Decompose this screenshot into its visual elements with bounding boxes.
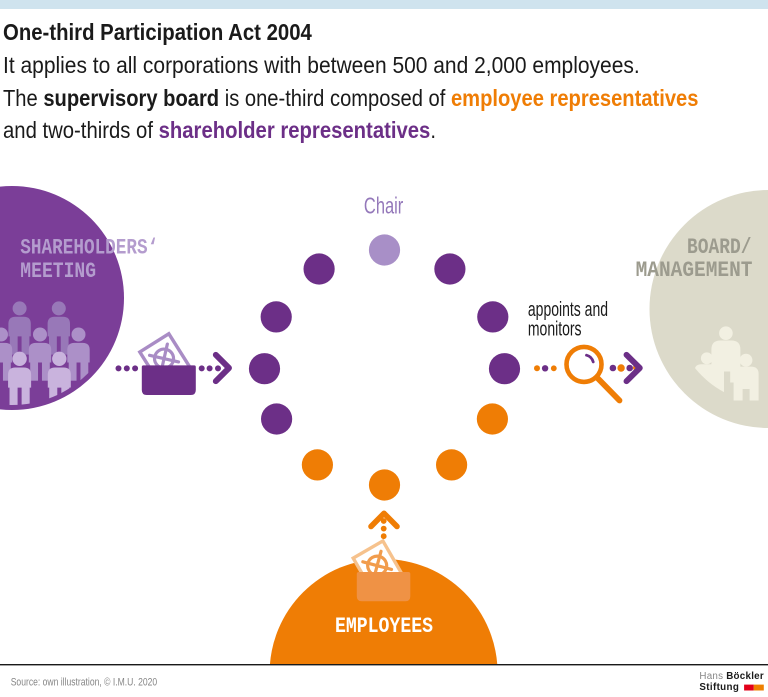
svg-text:Stiftung: Stiftung	[699, 682, 739, 693]
svg-text:BOARD/: BOARD/	[687, 235, 751, 260]
svg-text:SHAREHOLDERS‘: SHAREHOLDERS‘	[20, 235, 158, 260]
svg-text:monitors: monitors	[528, 317, 582, 340]
svg-text:appoints and: appoints and	[528, 297, 608, 320]
svg-text:EMPLOYEES: EMPLOYEES	[335, 614, 433, 639]
svg-text:MEETING: MEETING	[20, 259, 96, 284]
svg-text:Chair: Chair	[364, 194, 404, 219]
svg-text:MANAGEMENT: MANAGEMENT	[636, 259, 753, 283]
svg-text:Hans Böckler: Hans Böckler	[699, 671, 764, 682]
svg-text:Source: own illustration, © I.: Source: own illustration, © I.M.U. 2020	[11, 676, 158, 688]
